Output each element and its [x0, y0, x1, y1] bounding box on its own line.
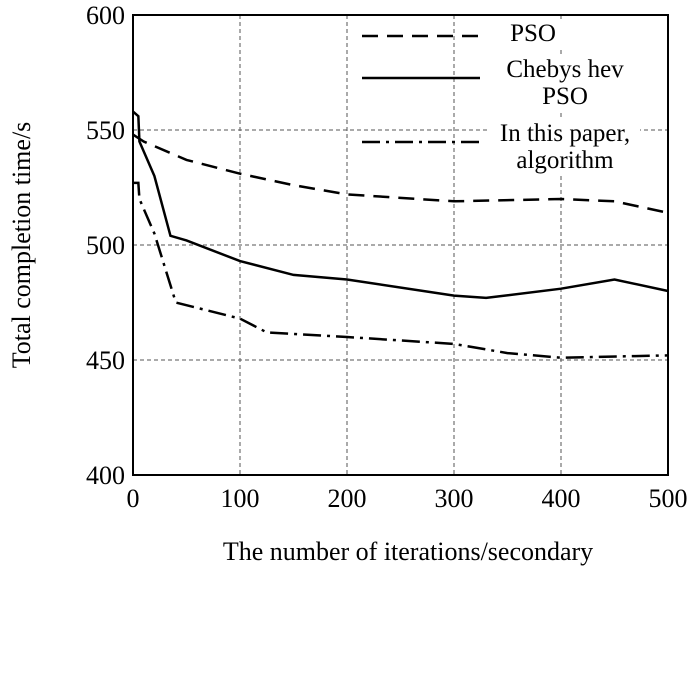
data-line [132, 133, 669, 215]
y-tick-label: 600 [86, 1, 125, 30]
x-tick-label: 200 [328, 484, 367, 513]
data-line [132, 110, 669, 300]
plot-frame [132, 14, 669, 476]
legend-label: In this paper, algorithm [490, 120, 640, 174]
x-axis-label: The number of iterations/secondary [223, 537, 593, 566]
x-tick-label: 0 [127, 484, 140, 513]
x-tick-label: 500 [649, 484, 688, 513]
x-tick-label: 100 [221, 484, 260, 513]
legend-label: PSO [503, 20, 563, 47]
x-tick-label: 300 [435, 484, 474, 513]
y-tick-label: 500 [86, 231, 125, 260]
y-tick-label: 400 [86, 461, 125, 490]
y-axis-label: Total completion time/s [7, 122, 36, 369]
data-line [133, 181, 669, 359]
legend-label: Chebys hev PSO [490, 56, 640, 110]
y-tick-label: 450 [86, 346, 125, 375]
x-tick-label: 400 [542, 484, 581, 513]
y-tick-label: 550 [86, 116, 125, 145]
